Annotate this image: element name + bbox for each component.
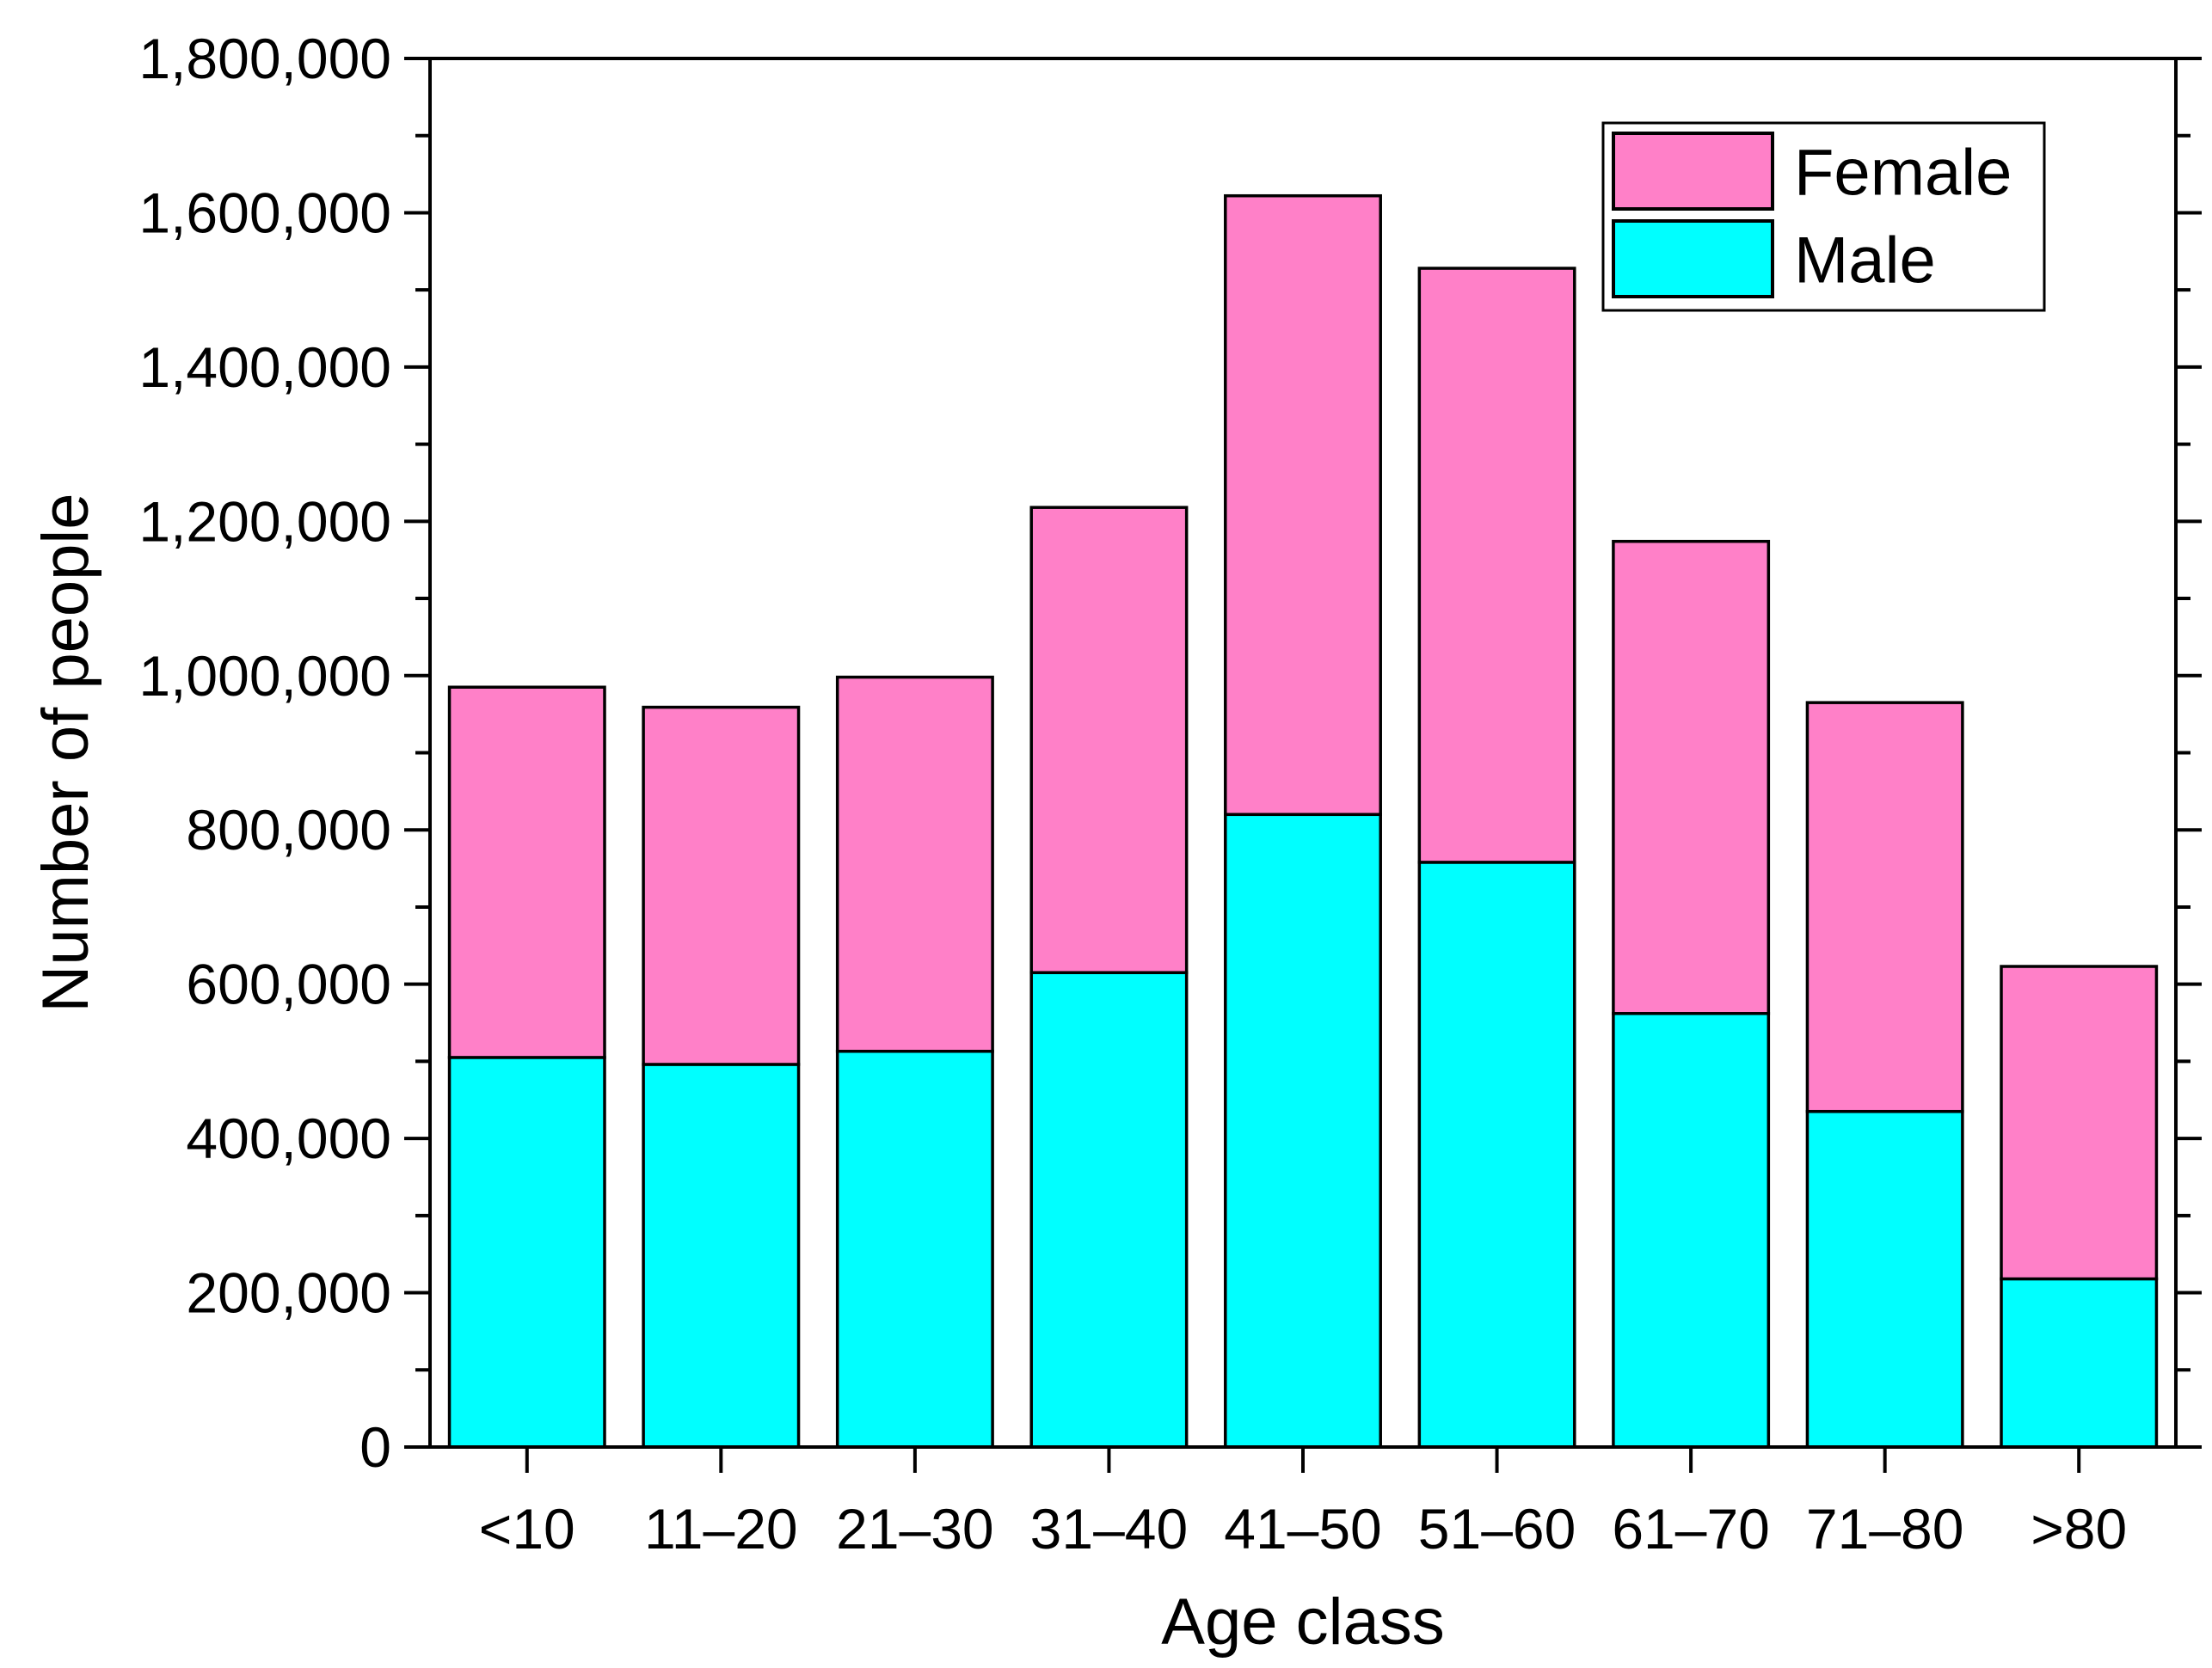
x-tick-label: 41–50 bbox=[1224, 1497, 1382, 1561]
bar-male-5 bbox=[1417, 861, 1576, 1449]
legend: Female Male bbox=[1601, 121, 2046, 312]
y-tick-label: 1,800,000 bbox=[138, 27, 391, 90]
labels-layer: 0 200,000 400,000 600,000 800,000 1,000,000 1,… bbox=[138, 27, 2127, 1561]
bar-male-0 bbox=[447, 1056, 606, 1449]
y-tick-label: 1,600,000 bbox=[138, 181, 391, 244]
axes-layer bbox=[404, 57, 2202, 1473]
bars-layer bbox=[447, 193, 2159, 1449]
bar-male-6 bbox=[1612, 1012, 1771, 1449]
legend-label-male: Male bbox=[1794, 224, 1936, 297]
bar-male-7 bbox=[1805, 1109, 1964, 1449]
y-tick-label: 1,200,000 bbox=[138, 489, 391, 553]
legend-swatch-male bbox=[1612, 219, 1774, 298]
x-tick-label: 11–20 bbox=[644, 1497, 798, 1561]
bar-female-5 bbox=[1417, 267, 1576, 864]
bar-female-8 bbox=[2000, 965, 2159, 1281]
y-tick-label: 200,000 bbox=[186, 1261, 391, 1325]
y-tick-label: 1,400,000 bbox=[138, 335, 391, 399]
bar-female-3 bbox=[1029, 506, 1189, 974]
x-tick-label: 21–30 bbox=[836, 1497, 994, 1561]
y-tick-label: 600,000 bbox=[186, 953, 391, 1016]
x-tick-label: 51–60 bbox=[1418, 1497, 1576, 1561]
y-tick-label: 1,000,000 bbox=[138, 644, 391, 708]
x-tick-label: <10 bbox=[479, 1497, 575, 1561]
bar-male-2 bbox=[835, 1049, 994, 1449]
legend-label-female: Female bbox=[1794, 137, 2012, 210]
legend-swatch-female bbox=[1612, 132, 1774, 211]
x-tick-label: >80 bbox=[2031, 1497, 2127, 1561]
bar-female-0 bbox=[447, 685, 606, 1059]
bar-male-1 bbox=[642, 1063, 801, 1449]
x-tick-label: 61–70 bbox=[1612, 1497, 1770, 1561]
bar-female-1 bbox=[642, 705, 801, 1066]
y-tick-label: 400,000 bbox=[186, 1107, 391, 1170]
bar-female-6 bbox=[1612, 539, 1771, 1015]
bar-female-7 bbox=[1805, 701, 1964, 1113]
bar-female-4 bbox=[1224, 193, 1382, 817]
y-tick-label: 0 bbox=[359, 1415, 391, 1479]
x-axis-title: Age class bbox=[1161, 1585, 1445, 1659]
y-axis-title: Number of people bbox=[29, 493, 102, 1012]
x-tick-label: 71–80 bbox=[1806, 1497, 1964, 1561]
y-tick-label: 800,000 bbox=[186, 798, 391, 862]
bar-male-8 bbox=[2000, 1277, 2159, 1449]
bar-male-4 bbox=[1224, 813, 1382, 1449]
bar-male-3 bbox=[1029, 971, 1189, 1449]
bar-female-2 bbox=[835, 675, 994, 1053]
x-tick-label: 31–40 bbox=[1030, 1497, 1189, 1561]
